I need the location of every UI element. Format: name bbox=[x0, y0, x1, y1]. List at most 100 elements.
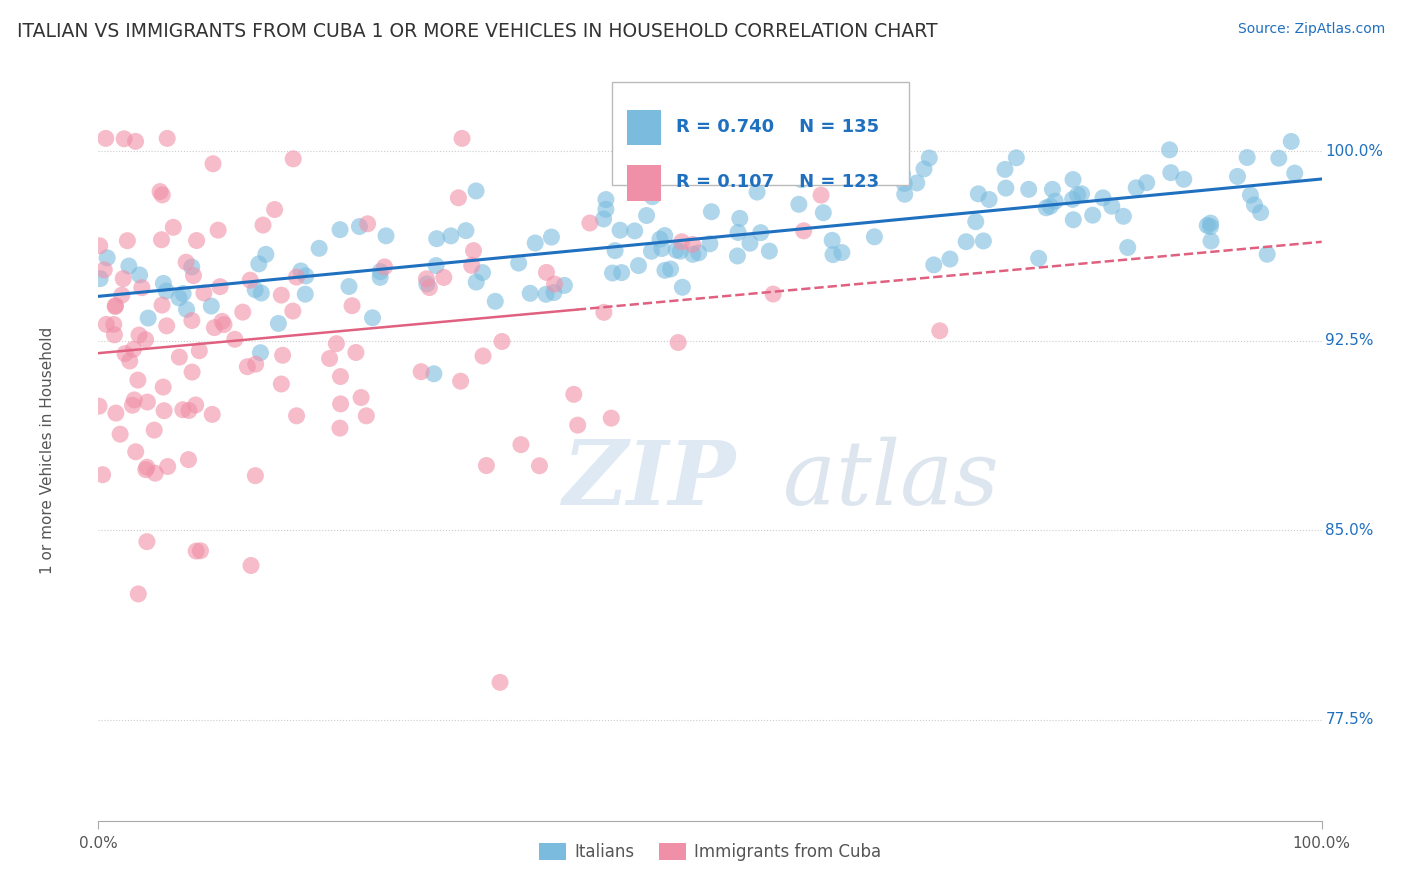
Point bbox=[682, 247, 704, 261]
Text: Source: ZipAtlas.com: Source: ZipAtlas.com bbox=[1237, 22, 1385, 37]
Point bbox=[211, 314, 233, 328]
Point bbox=[329, 369, 352, 384]
Point bbox=[728, 211, 751, 226]
Point bbox=[128, 328, 150, 343]
Point bbox=[1101, 199, 1123, 213]
Point bbox=[236, 359, 259, 374]
Point bbox=[308, 241, 330, 255]
Point bbox=[1159, 143, 1181, 157]
Point bbox=[461, 259, 484, 273]
Point bbox=[263, 202, 285, 217]
Point bbox=[349, 219, 371, 234]
Point bbox=[1160, 166, 1182, 180]
Point bbox=[1125, 181, 1147, 195]
Point bbox=[447, 191, 470, 205]
Point bbox=[465, 184, 488, 198]
Point bbox=[519, 286, 541, 301]
Point bbox=[891, 167, 914, 181]
Point bbox=[1116, 240, 1139, 254]
Point bbox=[484, 294, 506, 309]
Point bbox=[821, 247, 844, 261]
Point bbox=[232, 305, 254, 319]
Point bbox=[471, 266, 494, 280]
Point bbox=[209, 279, 232, 293]
Point bbox=[592, 212, 614, 227]
Text: ZIP: ZIP bbox=[564, 437, 737, 524]
Point bbox=[96, 251, 118, 265]
Point bbox=[745, 185, 768, 199]
Point bbox=[600, 411, 623, 425]
Point bbox=[659, 262, 682, 277]
Point bbox=[186, 544, 208, 558]
Point bbox=[905, 176, 928, 190]
Point bbox=[965, 215, 987, 229]
Point bbox=[121, 398, 143, 412]
Point bbox=[224, 332, 246, 346]
Point bbox=[285, 270, 308, 285]
Point bbox=[117, 234, 139, 248]
Point bbox=[270, 376, 292, 391]
Point bbox=[93, 263, 115, 277]
Point bbox=[524, 235, 547, 250]
Point bbox=[127, 373, 149, 387]
Point bbox=[131, 280, 153, 294]
Point bbox=[156, 459, 179, 474]
Point bbox=[150, 233, 173, 247]
Point bbox=[671, 280, 693, 294]
Point bbox=[416, 277, 439, 291]
Point bbox=[749, 226, 772, 240]
Point bbox=[373, 260, 395, 274]
Point bbox=[1005, 151, 1028, 165]
Point bbox=[567, 418, 589, 433]
Point bbox=[450, 374, 472, 388]
Point bbox=[790, 173, 813, 187]
Point bbox=[202, 320, 225, 334]
Point bbox=[283, 152, 305, 166]
Point bbox=[254, 247, 277, 261]
Point bbox=[863, 229, 886, 244]
Point bbox=[190, 543, 212, 558]
Point bbox=[640, 244, 662, 259]
Point bbox=[1199, 216, 1222, 230]
Point bbox=[1045, 194, 1067, 209]
Point bbox=[1018, 182, 1040, 196]
Point bbox=[648, 232, 671, 246]
Point bbox=[112, 271, 135, 285]
Point bbox=[1062, 212, 1084, 227]
Point bbox=[344, 345, 367, 359]
Point bbox=[440, 228, 463, 243]
Point bbox=[644, 131, 666, 145]
Point bbox=[103, 318, 125, 332]
Point bbox=[155, 284, 177, 298]
Point bbox=[325, 336, 347, 351]
Point bbox=[200, 299, 222, 313]
Point bbox=[472, 349, 495, 363]
Point bbox=[671, 235, 693, 249]
Point bbox=[1243, 198, 1265, 212]
Point bbox=[688, 245, 710, 260]
Point bbox=[669, 244, 692, 259]
Point bbox=[912, 161, 935, 176]
Point bbox=[127, 587, 149, 601]
Point bbox=[651, 242, 673, 256]
Point bbox=[337, 279, 360, 293]
Point bbox=[922, 258, 945, 272]
Point bbox=[135, 460, 157, 475]
Point bbox=[627, 259, 650, 273]
Point bbox=[329, 222, 352, 236]
Point bbox=[1284, 166, 1306, 180]
Point bbox=[294, 268, 316, 283]
Point bbox=[186, 234, 208, 248]
Point bbox=[979, 193, 1001, 207]
Point bbox=[1062, 172, 1084, 186]
Point bbox=[180, 260, 202, 274]
Point bbox=[167, 291, 190, 305]
Point bbox=[411, 365, 433, 379]
Point bbox=[529, 458, 551, 473]
Point bbox=[425, 259, 447, 273]
Point bbox=[508, 256, 530, 270]
Point bbox=[294, 287, 316, 301]
Point bbox=[475, 458, 498, 473]
Point bbox=[543, 277, 565, 291]
Point bbox=[122, 343, 145, 357]
